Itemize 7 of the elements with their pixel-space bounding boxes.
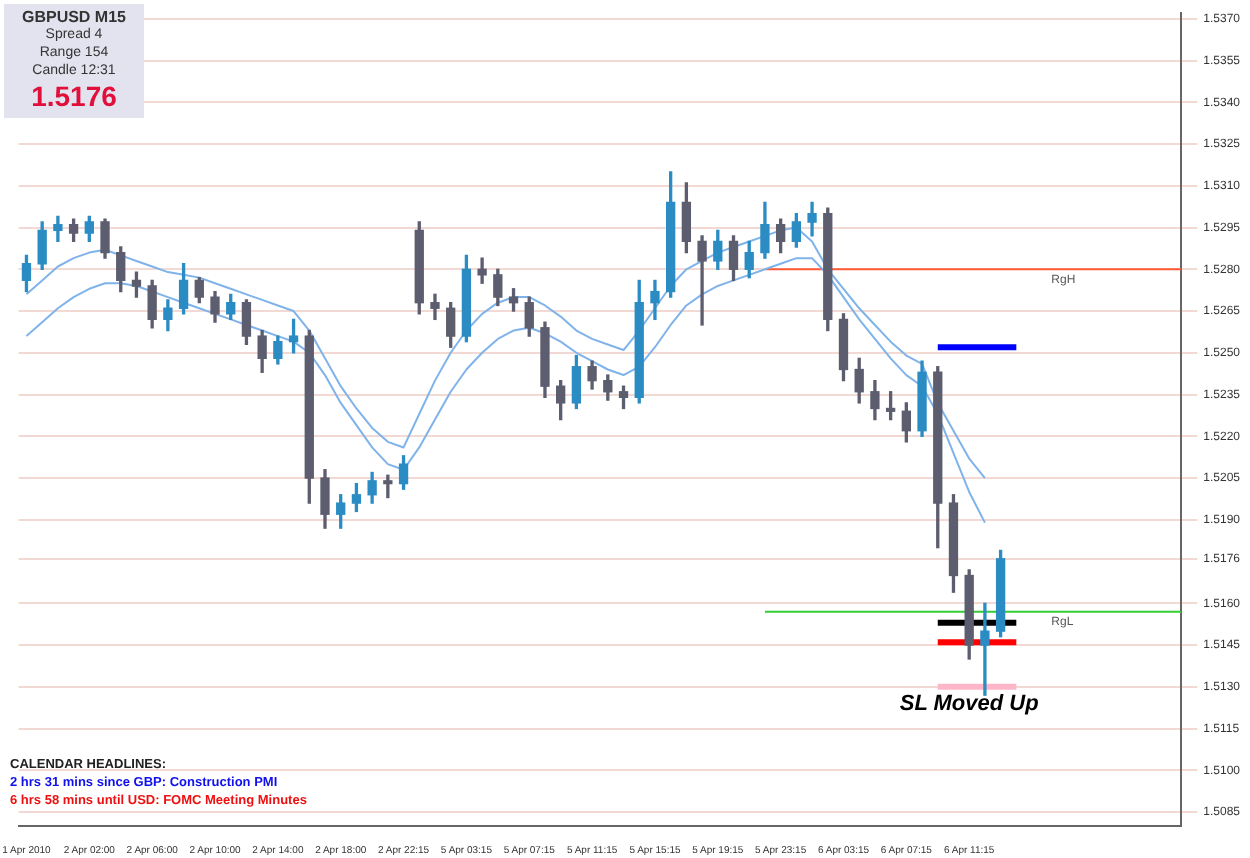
candlestick	[383, 474, 393, 499]
candlestick	[980, 602, 990, 696]
annotation: 1.5176	[29, 80, 119, 112]
candlestick	[477, 257, 487, 284]
chart-title: GBPUSD M15	[19, 8, 128, 26]
candlestick	[697, 235, 707, 326]
annotation: SL Moved Up	[899, 691, 1040, 716]
